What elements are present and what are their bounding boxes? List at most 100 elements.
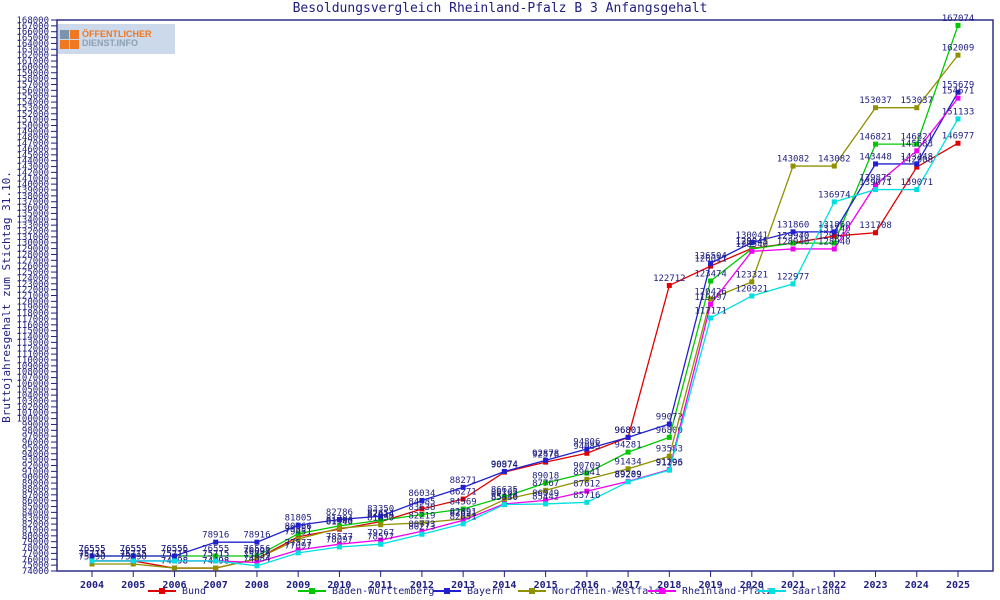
x-tick-label: 2005 bbox=[121, 580, 145, 591]
data-point bbox=[419, 512, 425, 518]
data-point bbox=[708, 263, 714, 269]
y-tick-label: 115000 bbox=[16, 327, 49, 337]
y-tick-label: 142000 bbox=[16, 168, 49, 178]
y-tick-label: 139000 bbox=[16, 186, 49, 196]
data-point bbox=[914, 141, 920, 147]
y-tick-label: 102000 bbox=[16, 403, 49, 413]
data-point bbox=[749, 293, 755, 299]
y-tick-label: 97000 bbox=[22, 432, 49, 442]
logo-squares-icon bbox=[60, 29, 79, 49]
point-label: 131708 bbox=[859, 221, 892, 231]
data-point bbox=[584, 476, 590, 482]
data-point bbox=[873, 182, 879, 188]
point-label: 128940 bbox=[818, 237, 851, 247]
data-point bbox=[584, 470, 590, 476]
logo-text-line2: DIENST.INFO bbox=[82, 38, 139, 48]
data-point bbox=[708, 278, 714, 284]
y-tick-label: 121000 bbox=[16, 292, 49, 302]
point-label: 82219 bbox=[408, 511, 435, 521]
point-label: 91434 bbox=[615, 457, 642, 467]
data-point bbox=[914, 187, 920, 193]
x-tick-label: 2023 bbox=[863, 580, 887, 591]
data-point bbox=[625, 434, 631, 440]
point-label: 89209 bbox=[615, 470, 642, 480]
y-tick-label: 90000 bbox=[22, 473, 49, 483]
point-label: 77097 bbox=[285, 541, 312, 551]
x-tick-label: 2012 bbox=[410, 580, 434, 591]
point-label: 96801 bbox=[615, 426, 642, 436]
point-label: 139875 bbox=[859, 173, 892, 183]
y-tick-label: 114000 bbox=[16, 333, 49, 343]
y-tick-label: 164000 bbox=[16, 39, 49, 49]
x-tick-label: 2004 bbox=[80, 580, 104, 591]
y-tick-label: 147000 bbox=[16, 139, 49, 149]
point-label: 78097 bbox=[326, 535, 353, 545]
point-label: 90974 bbox=[491, 460, 518, 470]
point-label: 76555 bbox=[78, 545, 105, 555]
data-point bbox=[666, 453, 672, 459]
y-tick-label: 78000 bbox=[22, 544, 49, 554]
x-tick-label: 2019 bbox=[699, 580, 723, 591]
y-tick-label: 150000 bbox=[16, 122, 49, 132]
y-tick-label: 117000 bbox=[16, 315, 49, 325]
y-tick-label: 79000 bbox=[22, 538, 49, 548]
data-point bbox=[295, 550, 301, 556]
data-point bbox=[666, 434, 672, 440]
data-point bbox=[295, 522, 301, 528]
data-point bbox=[460, 484, 466, 490]
y-tick-label: 166000 bbox=[16, 28, 49, 38]
point-label: 81805 bbox=[285, 514, 312, 524]
y-tick-label: 130000 bbox=[16, 239, 49, 249]
legend-label: Bund bbox=[182, 585, 207, 597]
data-point bbox=[955, 52, 961, 58]
y-tick-label: 165000 bbox=[16, 34, 49, 44]
oeffentlicher-dienst-logo[interactable]: ÖFFENTLICHER DIENST.INFO bbox=[58, 24, 175, 54]
point-label: 92576 bbox=[532, 451, 559, 461]
point-label: 122977 bbox=[777, 272, 810, 282]
point-label: 122712 bbox=[653, 274, 686, 284]
point-label: 76555 bbox=[78, 545, 105, 555]
y-tick-label: 98000 bbox=[22, 426, 49, 436]
point-label: 139071 bbox=[901, 178, 934, 188]
y-tick-label: 143000 bbox=[16, 163, 49, 173]
data-point bbox=[749, 248, 755, 254]
point-label: 78577 bbox=[367, 533, 394, 543]
y-tick-label: 84000 bbox=[22, 508, 49, 518]
point-label: 162009 bbox=[942, 44, 975, 54]
point-label: 75190 bbox=[120, 553, 147, 563]
point-label: 74884 bbox=[243, 554, 270, 564]
data-point bbox=[914, 105, 920, 111]
point-label: 93583 bbox=[656, 445, 683, 455]
series-line-Nordrhein-Westfalen bbox=[92, 54, 959, 569]
x-tick-label: 2020 bbox=[740, 580, 764, 591]
y-tick-label: 89000 bbox=[22, 479, 49, 489]
point-label: 143448 bbox=[859, 152, 892, 162]
data-point bbox=[460, 506, 466, 512]
point-label: 89289 bbox=[615, 470, 642, 480]
y-tick-label: 151000 bbox=[16, 116, 49, 126]
y-tick-label: 85000 bbox=[22, 503, 49, 513]
data-point bbox=[625, 466, 631, 472]
point-label: 77577 bbox=[285, 539, 312, 549]
legend-label: Rheinland-Pfalz bbox=[682, 585, 773, 597]
data-point bbox=[914, 161, 920, 167]
y-tick-label: 123000 bbox=[16, 280, 49, 290]
y-tick-label: 103000 bbox=[16, 397, 49, 407]
data-point bbox=[543, 497, 549, 503]
y-tick-label: 109000 bbox=[16, 362, 49, 372]
point-label: 94281 bbox=[615, 441, 642, 451]
data-point bbox=[543, 487, 549, 493]
series-line-Saarland bbox=[92, 118, 959, 567]
data-point bbox=[873, 141, 879, 147]
point-label: 80773 bbox=[408, 520, 435, 530]
data-point bbox=[419, 506, 425, 512]
point-label: 76556 bbox=[161, 545, 188, 555]
data-point bbox=[543, 480, 549, 486]
x-tick-label: 2014 bbox=[492, 580, 516, 591]
logo-text-line1: ÖFFENTLICHER bbox=[82, 29, 152, 39]
point-label: 139071 bbox=[859, 178, 892, 188]
point-label: 151133 bbox=[942, 107, 975, 117]
point-label: 81140 bbox=[326, 518, 353, 528]
x-tick-label: 2024 bbox=[905, 580, 929, 591]
data-point bbox=[419, 528, 425, 534]
